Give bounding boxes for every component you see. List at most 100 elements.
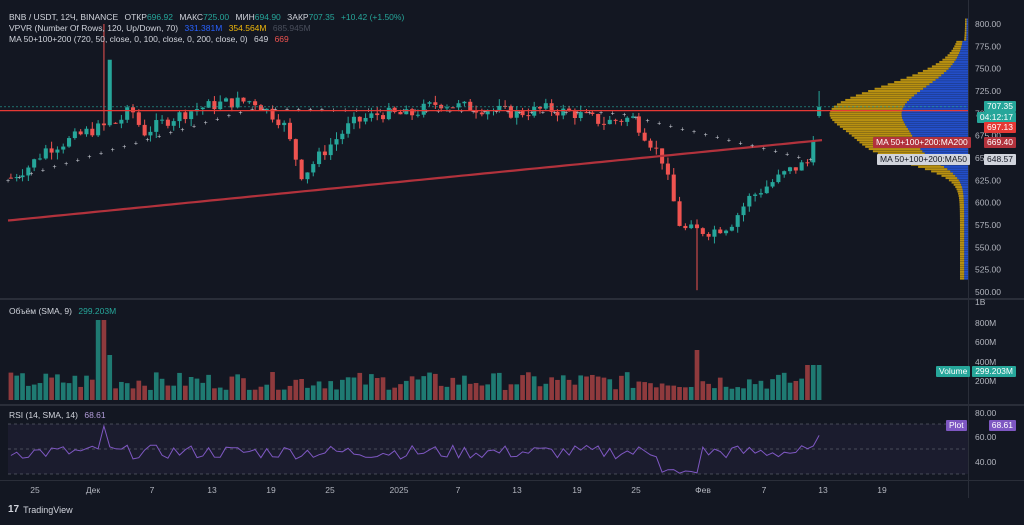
- volume-bar: [258, 386, 264, 400]
- high-label: МАКС: [179, 12, 204, 22]
- rsi-line: [10, 424, 820, 474]
- vpvr-down-bar: [960, 277, 965, 280]
- candle-body: [317, 151, 322, 165]
- vpvr-up-bar: [917, 92, 968, 95]
- volume-bar: [89, 379, 95, 400]
- volume-bar: [252, 389, 258, 400]
- vpvr-down-bar: [935, 63, 953, 66]
- ma50-marker: +: [76, 157, 80, 164]
- candle-body: [61, 146, 66, 150]
- vpvr-up-bar: [912, 134, 968, 137]
- vpvr-down-bar: [959, 241, 965, 244]
- price-tick-label: 500.00: [975, 287, 1001, 297]
- vpvr-up-bar: [961, 183, 968, 186]
- volume-bar: [549, 377, 554, 400]
- vpvr-down-bar: [948, 179, 959, 182]
- high-value: 725.00: [203, 12, 230, 22]
- vpvr-legend[interactable]: VPVR (Number Of Rows, 120, Up/Down, 70) …: [9, 23, 315, 33]
- ma-title: MA 50+100+200 (720, 50, close, 0, 100, c…: [9, 34, 248, 44]
- vpvr-down-bar: [836, 123, 906, 126]
- ma50-marker: +: [599, 110, 603, 117]
- candle-body: [503, 105, 508, 107]
- volume-bar: [671, 385, 677, 400]
- time-tick-label: 25: [325, 485, 335, 495]
- vpvr-down-bar: [960, 261, 965, 264]
- candle-body: [235, 97, 240, 108]
- candle-body: [72, 131, 77, 139]
- ma50-price-tag: 648.57: [984, 154, 1016, 165]
- candle-body: [479, 112, 484, 115]
- ma50-marker: +: [773, 149, 777, 156]
- vpvr-down-bar: [959, 201, 964, 204]
- candle-body: [340, 133, 345, 140]
- volume-bar: [735, 387, 741, 400]
- vpvr-title: VPVR (Number Of Rows, 120, Up/Down, 70): [9, 23, 179, 33]
- volume-bar: [485, 384, 491, 400]
- candle-body: [328, 144, 333, 156]
- volume-bar: [409, 376, 415, 400]
- vpvr-down-bar: [964, 36, 967, 39]
- rsi-legend[interactable]: RSI (14, SMA, 14) 68.61: [9, 410, 110, 420]
- vpvr-up-bar: [964, 250, 968, 253]
- volume-bar: [764, 388, 770, 400]
- pane-divider: [0, 480, 1024, 481]
- vpvr-up-bar: [944, 165, 968, 168]
- candle-body: [613, 119, 618, 121]
- candle-body: [444, 107, 450, 109]
- ma-value-1: 649: [254, 34, 269, 44]
- ma50-marker: +: [750, 143, 754, 150]
- volume-bar: [537, 386, 543, 400]
- vpvr-up-bar: [964, 244, 968, 247]
- vpvr-up-bar: [963, 197, 968, 200]
- vpvr-down-bar: [931, 65, 951, 68]
- vpvr-up-bar: [966, 31, 968, 34]
- ma50-marker: +: [506, 109, 510, 116]
- volume-bar: [729, 388, 735, 400]
- volume-bar: [776, 374, 781, 400]
- vpvr-down-bar: [842, 127, 908, 130]
- volume-legend[interactable]: Объём (SMA, 9) 299.203M: [9, 306, 120, 316]
- vpvr-up-bar: [961, 186, 968, 189]
- ma50-marker: +: [518, 109, 522, 116]
- ma50-marker: +: [692, 129, 696, 136]
- candle-body: [67, 138, 72, 147]
- ma50-marker: +: [262, 106, 266, 113]
- vpvr-down-bar: [951, 181, 961, 184]
- vpvr-up-bar: [962, 40, 968, 43]
- vpvr-down-bar: [832, 119, 903, 122]
- ma50-marker: +: [657, 121, 661, 128]
- volume-bar: [560, 375, 566, 400]
- low-label: МИН: [235, 12, 255, 22]
- ma50-marker: +: [378, 108, 382, 115]
- candle-body: [764, 186, 769, 194]
- candle-body: [526, 115, 531, 117]
- volume-bar: [241, 378, 246, 400]
- vpvr-up-bar: [964, 210, 968, 213]
- symbol-legend: BNB / USDT, 12Ч, BINANCE ОТКР696.92 МАКС…: [9, 12, 408, 22]
- volume-bar: [281, 389, 287, 400]
- tradingview-brand[interactable]: 17 TradingView: [8, 504, 73, 515]
- symbol-name[interactable]: BNB / USDT, 12Ч, BINANCE: [9, 12, 119, 22]
- candle-body: [625, 117, 630, 122]
- candle-body: [148, 131, 153, 136]
- candle-body: [119, 119, 124, 124]
- volume-bar: [590, 374, 595, 400]
- volume-label-tag: Volume: [936, 366, 971, 377]
- volume-bar: [810, 365, 816, 400]
- low-value: 694.90: [254, 12, 281, 22]
- candle-body: [631, 116, 636, 118]
- volume-bar: [363, 384, 368, 400]
- rsi-tick-label: 40.00: [975, 457, 997, 467]
- ma-legend[interactable]: MA 50+100+200 (720, 50, close, 0, 100, c…: [9, 34, 293, 44]
- candle-body: [136, 112, 141, 125]
- vpvr-up-bar: [909, 98, 968, 101]
- candle-body: [520, 110, 525, 116]
- vpvr-down-bar: [960, 270, 965, 273]
- volume-bar: [653, 387, 659, 400]
- volume-bar: [526, 372, 531, 400]
- volume-bar: [246, 389, 252, 400]
- volume-bar: [235, 374, 240, 400]
- candle-body: [293, 139, 298, 160]
